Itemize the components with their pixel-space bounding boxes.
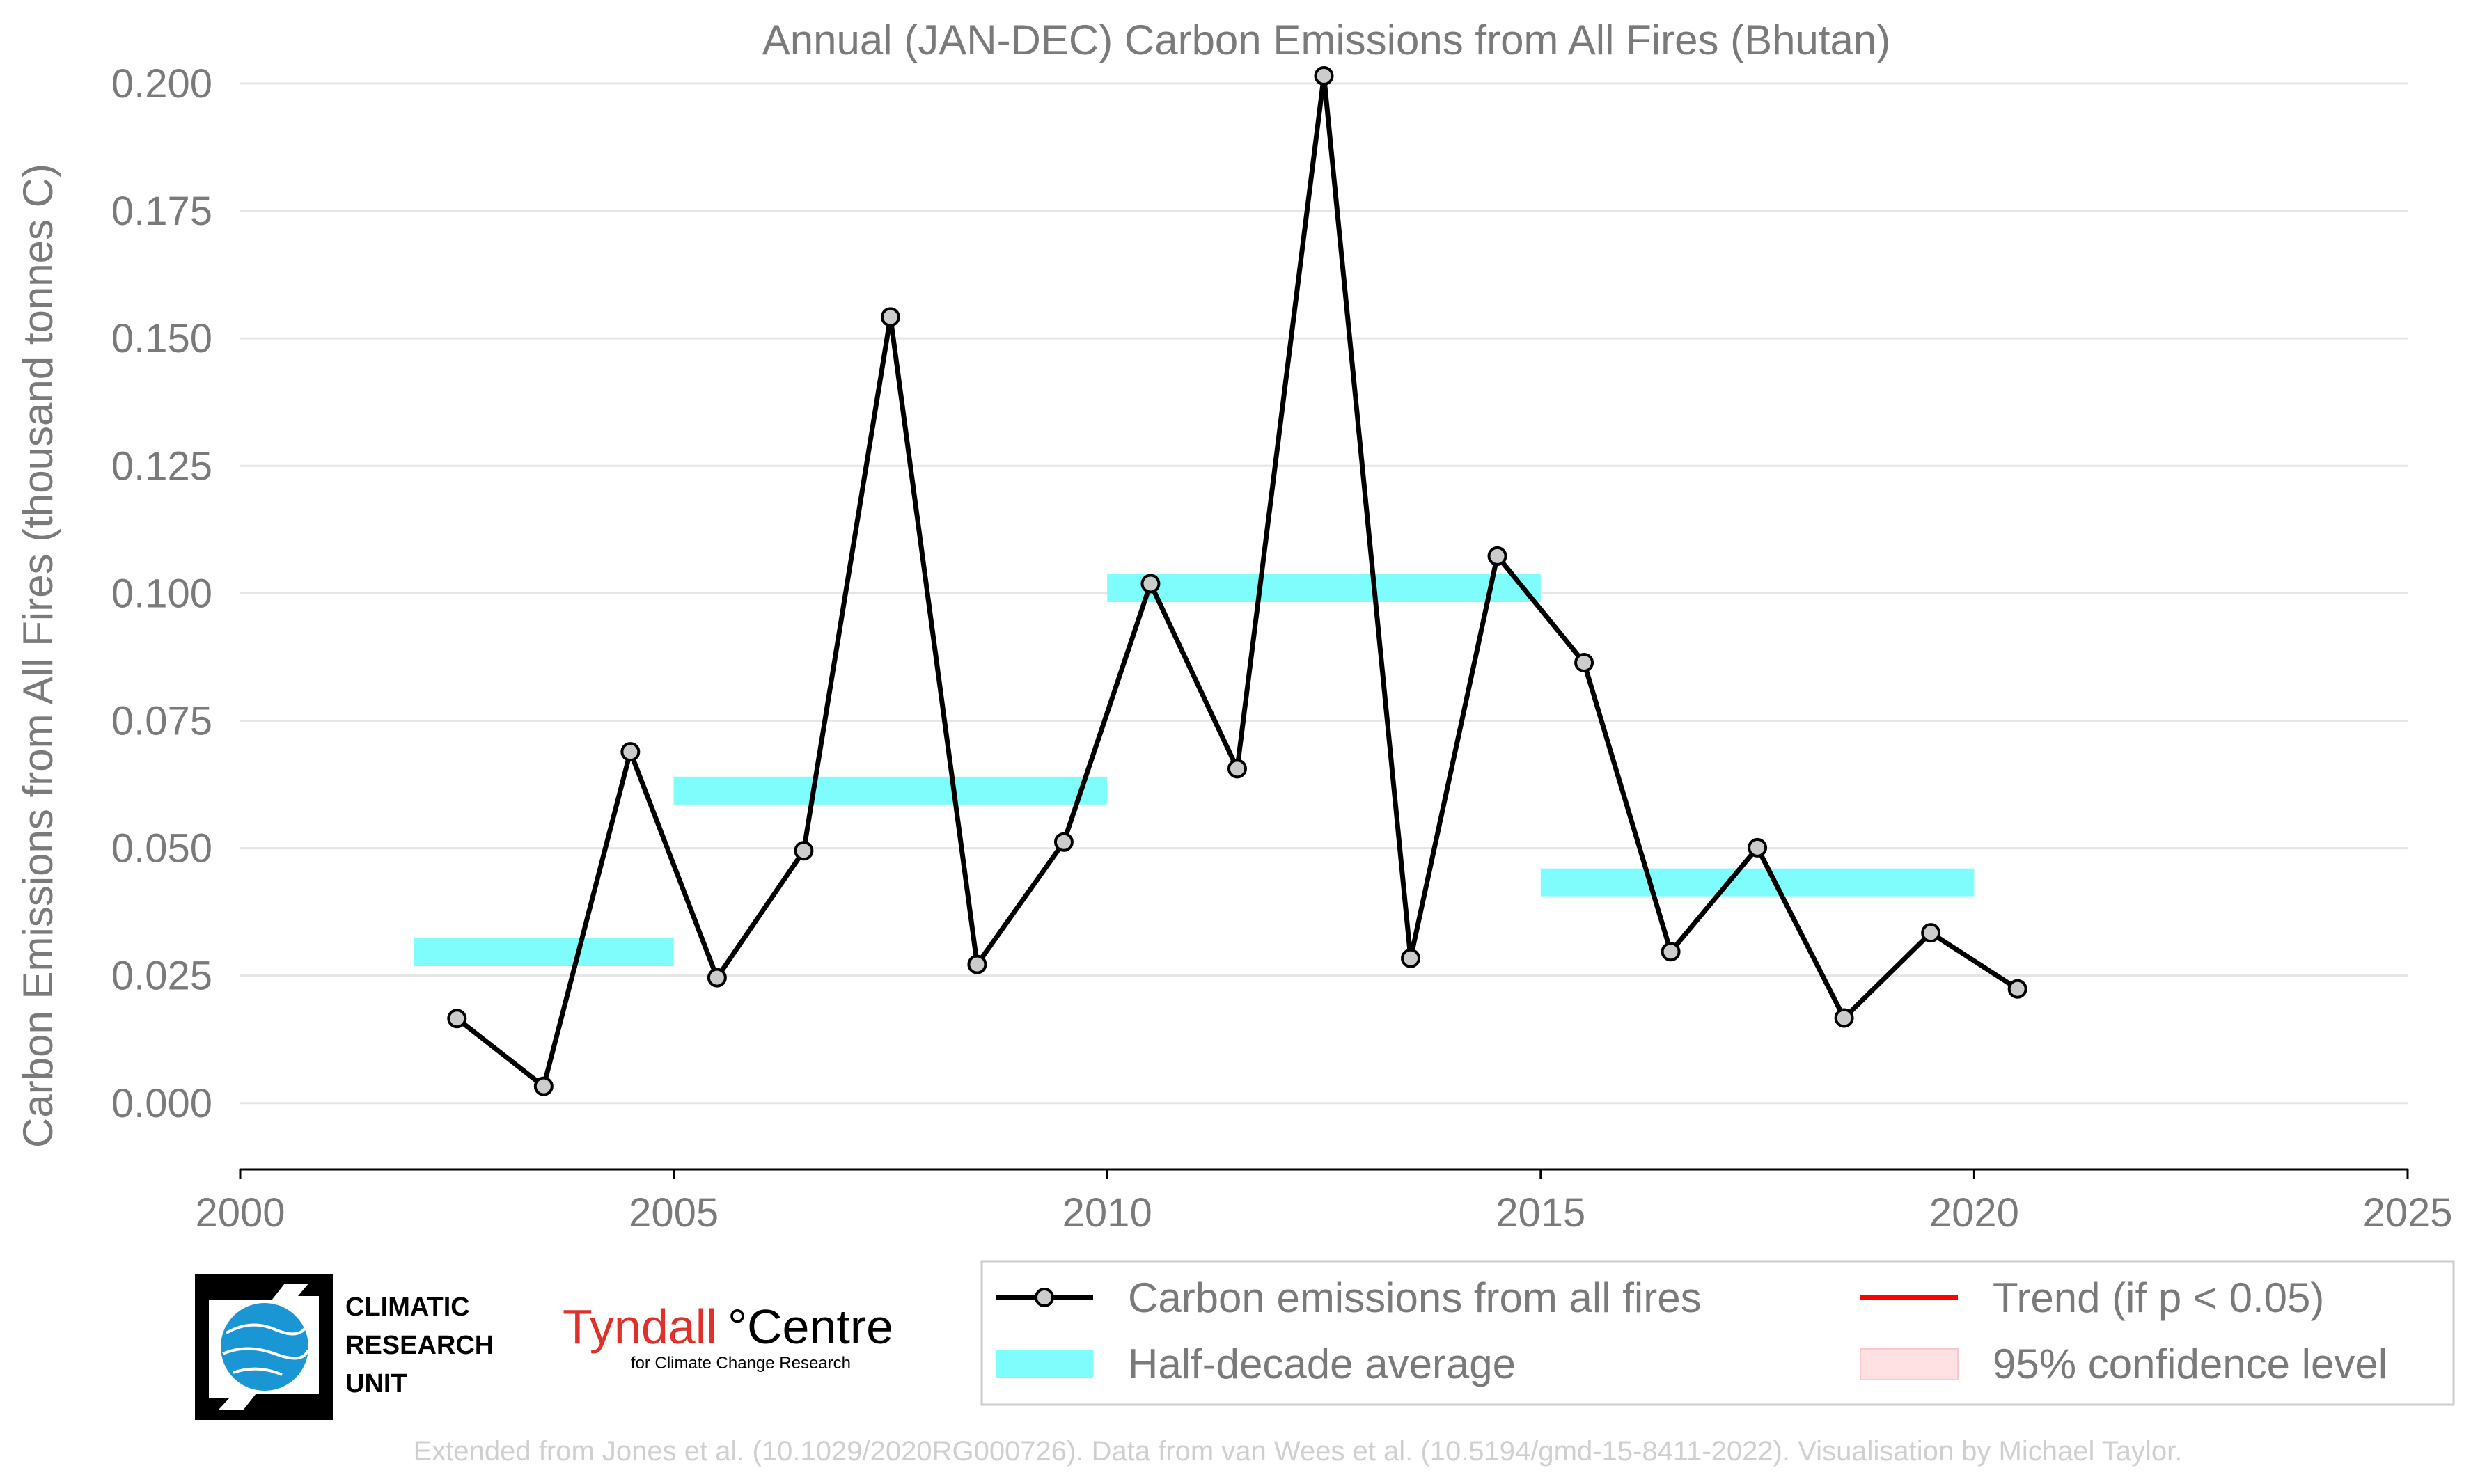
legend-item-confidence: 95% confidence level — [1860, 1341, 2387, 1387]
emissions-series — [447, 65, 2027, 1096]
y-tick-label-3: 0.075 — [111, 698, 212, 743]
data-point-6 — [967, 954, 987, 974]
tyndall-logo: Tyndall °Centre for Climate Change Resea… — [563, 1300, 893, 1373]
y-tick-label-1: 0.025 — [111, 954, 212, 999]
legend-item-emissions: Carbon emissions from all fires — [996, 1274, 1702, 1321]
tyndall-logo-sub: for Climate Change Research — [631, 1354, 851, 1373]
x-tick-label-3: 2015 — [1496, 1190, 1585, 1236]
data-point-10 — [1314, 65, 1334, 86]
data-point-14 — [1661, 942, 1681, 962]
x-tick-labels: 2000 2005 2010 2015 2020 2025 — [195, 1190, 2452, 1236]
tyndall-logo-black: °Centre — [728, 1300, 893, 1354]
x-tick-label-4: 2020 — [1929, 1190, 2019, 1236]
y-tick-label-6: 0.150 — [111, 316, 212, 361]
half-decade-bar-2 — [1107, 574, 1541, 603]
data-point-12 — [1487, 546, 1507, 566]
data-point-16 — [1834, 1008, 1854, 1028]
data-point-9 — [1227, 759, 1247, 779]
cru-logo-line2: RESEARCH — [345, 1331, 494, 1360]
legend-item-half-decade: Half-decade average — [996, 1341, 1516, 1387]
globe-icon — [221, 1303, 308, 1391]
legend-item-trend: Trend (if p < 0.05) — [1860, 1274, 2324, 1321]
data-point-2 — [620, 742, 641, 762]
data-point-17 — [1921, 923, 1941, 943]
y-tick-label-7: 0.175 — [111, 189, 212, 234]
data-point-1 — [533, 1076, 554, 1096]
data-point-8 — [1140, 574, 1161, 594]
data-point-13 — [1574, 652, 1594, 672]
x-tick-label-2: 2010 — [1062, 1190, 1152, 1236]
data-point-4 — [794, 841, 814, 861]
cru-logo-line3: UNIT — [345, 1369, 407, 1398]
data-point-15 — [1748, 837, 1768, 858]
axes — [239, 1168, 2409, 1179]
footer-credit: Extended from Jones et al. (10.1029/2020… — [414, 1436, 2183, 1467]
data-point-5 — [880, 307, 900, 327]
legend-label-confidence: 95% confidence level — [1993, 1341, 2387, 1387]
legend-label-trend: Trend (if p < 0.05) — [1993, 1274, 2324, 1321]
cru-logo: CLIMATIC RESEARCH UNIT — [195, 1274, 494, 1420]
y-tick-labels: 0.000 0.025 0.050 0.075 0.100 0.125 0.150 0.175… — [111, 61, 212, 1126]
legend-label-emissions: Carbon emissions from all fires — [1128, 1274, 1702, 1321]
y-tick-label-0: 0.000 — [111, 1081, 212, 1126]
x-tick-label-5: 2025 — [2362, 1190, 2452, 1236]
tyndall-logo-red: Tyndall — [563, 1300, 717, 1354]
half-decade-bar-0 — [414, 938, 674, 966]
cru-logo-line1: CLIMATIC — [345, 1293, 470, 1322]
data-point-18 — [2007, 979, 2027, 999]
half-decade-bar-3 — [1540, 868, 1975, 897]
legend: Carbon emissions from all fires Trend (i… — [980, 1260, 2455, 1406]
half-decade-average-bars — [414, 574, 1975, 966]
data-point-3 — [707, 968, 727, 988]
half-decade-bar-1 — [673, 776, 1108, 805]
chart-title: Annual (JAN-DEC) Carbon Emissions from A… — [762, 17, 1891, 63]
y-axis-label: Carbon Emissions from All Fires (thousan… — [15, 164, 61, 1148]
y-tick-label-8: 0.200 — [111, 61, 212, 106]
data-point-0 — [447, 1009, 467, 1029]
data-point-7 — [1053, 832, 1074, 852]
data-point-11 — [1401, 948, 1421, 968]
x-tick-label-1: 2005 — [629, 1190, 719, 1236]
y-tick-label-4: 0.100 — [111, 571, 212, 616]
legend-label-half-decade: Half-decade average — [1128, 1341, 1516, 1387]
y-tick-label-2: 0.050 — [111, 826, 212, 871]
y-tick-label-5: 0.125 — [111, 443, 212, 489]
x-tick-label-0: 2000 — [195, 1190, 285, 1236]
